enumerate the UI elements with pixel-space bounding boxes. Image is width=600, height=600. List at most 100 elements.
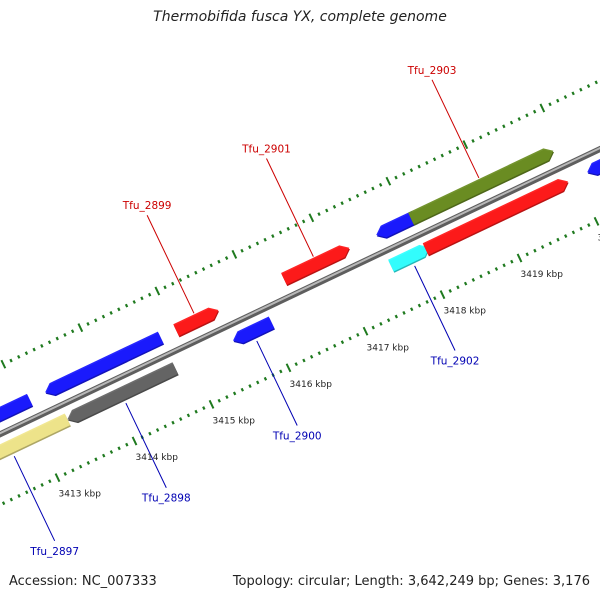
minor-tick [232, 391, 237, 396]
minor-tick [17, 354, 21, 359]
minor-tick [432, 157, 437, 162]
length-value: 3,642,249 bp [407, 574, 495, 589]
minor-tick [564, 234, 568, 238]
gene-tfu-2903 [408, 148, 554, 226]
minor-tick [340, 201, 344, 206]
minor-tick [225, 395, 229, 399]
minor-tick [1, 501, 6, 506]
minor-tick [125, 442, 129, 447]
minor-tick [579, 87, 583, 92]
scale-label: 3419 kbp [521, 270, 564, 280]
minor-tick [533, 248, 537, 253]
minor-tick [563, 95, 568, 99]
minor-tick [179, 417, 183, 421]
minor-tick [117, 446, 121, 451]
scale-label: 3416 kbp [290, 380, 333, 390]
major-tick [285, 363, 292, 373]
minor-tick [378, 182, 383, 187]
minor-tick [302, 358, 306, 363]
accession-footer: Accession: NC_007333 [9, 574, 157, 589]
minor-tick [587, 223, 591, 227]
minor-tick [479, 135, 483, 140]
minor-tick [240, 248, 244, 253]
minor-tick [109, 450, 114, 454]
minor-tick [286, 226, 290, 231]
major-tick [362, 326, 369, 336]
gene-arrow-face [422, 178, 568, 255]
minor-tick [348, 197, 352, 202]
minor-tick [279, 369, 283, 374]
minor-tick [294, 223, 298, 228]
major-tick [0, 359, 7, 369]
major-tick [231, 249, 238, 259]
minor-tick [525, 252, 529, 257]
scale-label: 3417 kbp [367, 343, 410, 353]
minor-tick [117, 307, 121, 312]
accession-value: NC_007333 [81, 574, 157, 589]
minor-tick [333, 343, 337, 348]
leader-line [146, 215, 195, 314]
major-tick [77, 323, 84, 333]
map-title: Thermobifida fusca YX, complete genome [153, 9, 447, 25]
minor-tick [25, 490, 29, 495]
minor-tick [140, 296, 144, 301]
minor-tick [217, 398, 221, 403]
minor-tick [448, 289, 452, 293]
minor-tick [9, 497, 14, 502]
minor-tick [86, 461, 91, 465]
minor-tick [371, 186, 375, 191]
minor-tick [201, 267, 206, 271]
minor-tick [48, 479, 52, 484]
minor-tick [32, 347, 36, 352]
backbone-layer [0, 145, 600, 438]
minor-tick [540, 245, 545, 249]
minor-tick [70, 329, 75, 334]
minor-tick [548, 102, 552, 107]
minor-tick [509, 120, 514, 125]
minor-tick [224, 256, 229, 260]
minor-tick [379, 321, 383, 326]
minor-tick [148, 431, 152, 436]
gene-tfu-2904 [587, 159, 600, 177]
minor-tick [47, 340, 52, 345]
minor-tick [455, 146, 460, 151]
gene-tfu-2898 [67, 362, 179, 424]
minor-tick [348, 336, 352, 341]
minor-tick [556, 98, 560, 103]
leader-line [125, 402, 167, 488]
minor-tick [417, 164, 421, 169]
minor-tick [402, 171, 406, 176]
minor-tick [178, 278, 183, 282]
minor-tick [209, 263, 213, 268]
gene-arrow-face [67, 362, 179, 422]
minor-tick [109, 311, 113, 315]
minor-tick [71, 468, 75, 473]
minor-tick [571, 91, 575, 96]
minor-tick [171, 420, 175, 425]
gene-arrow-face [376, 210, 418, 238]
minor-tick [248, 384, 252, 389]
gene-layer [0, 148, 600, 461]
gene-unlabeled-1 [0, 393, 34, 423]
gene-arrow-face [408, 148, 554, 225]
minor-tick [9, 358, 13, 363]
minor-tick [494, 128, 498, 132]
minor-tick [63, 333, 67, 337]
minor-tick [202, 406, 206, 410]
major-tick [131, 436, 138, 446]
minor-tick [263, 376, 268, 381]
minor-tick [363, 190, 367, 195]
minor-tick [325, 208, 329, 213]
length-label: Length: [354, 574, 404, 589]
gene-unlabeled-3 [45, 331, 165, 397]
gene-label: Tfu_2900 [272, 431, 322, 443]
minor-tick [40, 343, 44, 348]
topology-value: circular [297, 574, 346, 589]
gene-unlabeled-8 [376, 210, 419, 239]
minor-tick [255, 241, 260, 246]
major-tick [539, 103, 546, 113]
gene-label: Tfu_2897 [29, 546, 79, 558]
minor-tick [425, 160, 429, 165]
minor-tick [301, 219, 306, 224]
